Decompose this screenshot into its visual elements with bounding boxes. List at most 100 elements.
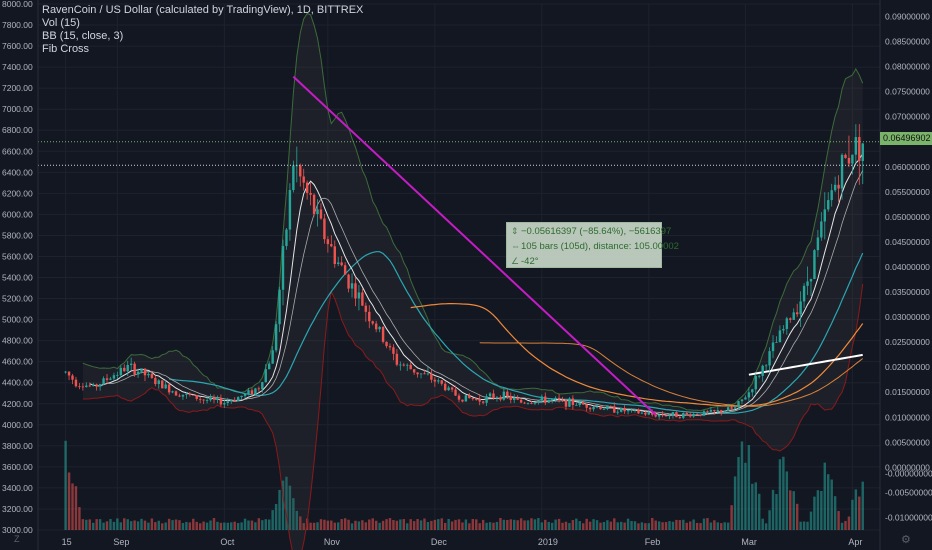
volume-bar: [702, 518, 706, 530]
symbol-title[interactable]: RavenCoin / US Dollar (calculated by Tra…: [42, 4, 364, 16]
volume-bar: [333, 522, 336, 530]
candle-body: [861, 143, 864, 161]
volume-bar: [499, 517, 502, 530]
study-fib-cross[interactable]: Fib Cross: [42, 43, 90, 55]
volume-bar: [281, 480, 285, 530]
candle-body: [713, 410, 716, 412]
volume-bar: [723, 522, 726, 530]
volume-bar: [475, 519, 478, 530]
ma-grey: [106, 170, 864, 416]
candle-body: [823, 209, 826, 222]
candle-body: [119, 367, 123, 376]
volume-bar: [730, 505, 733, 530]
candle-body: [278, 289, 281, 325]
volume-bar: [557, 518, 561, 530]
study-volume[interactable]: Vol (15): [42, 17, 80, 29]
left-price-axis[interactable]: 8000.00 7800.00 7600.00 7400.00 7200.00 7000.…: [2, 0, 39, 550]
volume-bar: [302, 523, 305, 530]
volume-bar: [668, 521, 671, 530]
candle-body: [588, 407, 592, 410]
candle-body: [564, 399, 568, 407]
candle-body: [851, 154, 854, 164]
volume-bar: [340, 519, 343, 530]
candle-body: [699, 414, 702, 416]
volume-bar: [116, 518, 119, 530]
volume-bar: [285, 476, 288, 530]
volume-bar: [509, 519, 512, 530]
volume-bar: [343, 518, 347, 530]
candle-body: [105, 378, 109, 380]
candle-body: [844, 154, 847, 158]
candle-body: [302, 176, 305, 183]
left-tick-label: 5400.00: [2, 273, 33, 283]
candle-body: [412, 369, 416, 373]
candle-body: [461, 399, 464, 402]
left-tick-label: 3400.00: [2, 483, 33, 493]
right-price-axis[interactable]: 0.09000000 0.08500000 0.08000000 0.07500000…: [879, 0, 932, 550]
candle-body: [133, 363, 136, 375]
candle-body: [368, 311, 371, 322]
candle-body: [802, 285, 806, 302]
volume-bar: [278, 489, 281, 530]
candles: [64, 124, 864, 420]
bollinger-fill: [82, 13, 863, 550]
volume-bar: [644, 523, 647, 530]
volume-bar: [692, 519, 695, 530]
candle-body: [347, 274, 350, 289]
volume-bar: [468, 523, 471, 530]
candle-body: [785, 318, 789, 329]
volume-bar: [443, 522, 447, 530]
volume-bar: [809, 511, 813, 530]
left-tick-label: 3200.00: [2, 504, 33, 514]
candle-body: [126, 365, 129, 372]
time-axis[interactable]: 15 Sep Oct Nov Dec 2019 Feb Mar Apr: [62, 537, 863, 547]
candle-body: [481, 401, 485, 403]
trendline[interactable]: [292, 75, 657, 416]
candle-body: [647, 412, 651, 415]
candle-body: [178, 395, 181, 397]
volume-bar: [488, 522, 492, 530]
candle-body: [305, 182, 309, 193]
volume-bar: [64, 440, 67, 530]
right-tick-label: 0.05000000: [885, 212, 930, 222]
bollinger-upper: [82, 12, 864, 412]
candle-body: [212, 397, 216, 400]
candle-body: [488, 393, 492, 397]
volume-bar: [823, 462, 826, 530]
timezone-toggle[interactable]: Z: [14, 534, 20, 544]
candle-body: [623, 408, 626, 412]
measure-tooltip: ⇕ −0.05616397 (−85.64%), −5616397 ⇔105 ba…: [506, 222, 679, 268]
volume-bar: [613, 518, 616, 530]
volume-bar: [267, 519, 271, 530]
candle-body: [506, 391, 509, 396]
candle-body: [516, 397, 519, 400]
volume-bar: [778, 459, 782, 530]
volume-bar: [585, 518, 588, 530]
candle-body: [616, 411, 619, 413]
candle-body: [257, 388, 261, 390]
trendline-segment: [292, 75, 657, 416]
candle-body: [716, 410, 720, 412]
study-bollinger[interactable]: BB (15, close, 3): [42, 30, 124, 42]
candle-body: [637, 409, 640, 414]
volume-bar: [795, 503, 799, 530]
volume-bar: [381, 520, 385, 530]
volume-bar: [354, 520, 357, 530]
volume-bar: [316, 522, 319, 530]
volume-bar: [851, 499, 854, 530]
candle-body: [140, 368, 143, 372]
candle-body: [337, 262, 340, 264]
volume-bar: [357, 521, 361, 530]
candle-body: [809, 279, 813, 282]
volume-bar: [792, 491, 795, 530]
right-tick-label: -0.01000000: [885, 512, 932, 522]
left-tick-label: 4600.00: [2, 357, 33, 367]
candle-body: [85, 385, 88, 387]
volume-bar: [92, 522, 95, 530]
candle-body: [723, 410, 726, 413]
settings-gear-icon[interactable]: ⚙: [901, 534, 911, 546]
candle-body: [340, 262, 343, 266]
candle-body: [464, 395, 468, 402]
volume-bar: [102, 522, 105, 530]
